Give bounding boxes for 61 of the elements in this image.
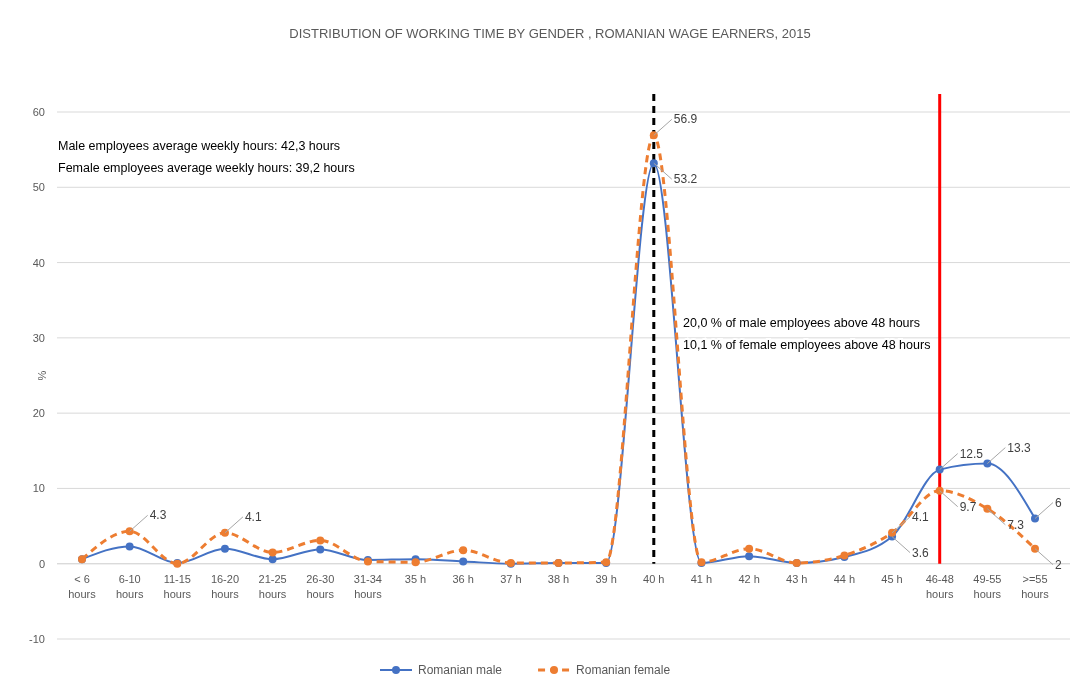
chart-title: DISTRIBUTION OF WORKING TIME BY GENDER , ROMANIAN WAGE EARNERS, 2015 xyxy=(289,26,811,41)
y-tick-label: 50 xyxy=(32,181,45,194)
data-label: 13.3 xyxy=(1007,440,1032,455)
y-tick-label: 30 xyxy=(32,331,45,344)
x-tick-label: 46-48 hours xyxy=(925,572,954,600)
point xyxy=(983,459,992,468)
point xyxy=(316,545,325,554)
point xyxy=(125,542,134,551)
point xyxy=(745,552,754,561)
legend-label: Romanian female xyxy=(576,663,671,677)
annotation: Male employees average weekly hours: 42,3 hours xyxy=(58,139,341,153)
y-axis-title: % xyxy=(36,370,48,381)
point xyxy=(268,555,277,564)
annotation: Female employees average weekly hours: 39,2 hours xyxy=(58,161,355,175)
x-tick-label: 42 h xyxy=(738,572,760,585)
x-tick-label: 31-34 hours xyxy=(353,572,383,600)
x-tick-label: 37 h xyxy=(500,572,522,585)
data-label: 56.9 xyxy=(673,112,698,127)
x-tick-label: 6-10 hours xyxy=(115,572,144,600)
data-label: 7.3 xyxy=(1007,517,1025,532)
annotation: 20,0 % of male employees above 48 hours xyxy=(683,316,920,330)
x-tick-label: 36 h xyxy=(452,572,474,585)
point xyxy=(459,546,468,555)
data-label: 6 xyxy=(1055,495,1062,510)
y-tick-label: 10 xyxy=(32,482,45,495)
data-label: 4.1 xyxy=(244,509,262,524)
data-label: 53.2 xyxy=(673,172,698,187)
data-label: 9.7 xyxy=(959,499,977,514)
x-tick-label: 16-20 hours xyxy=(210,572,240,600)
y-tick-label: 60 xyxy=(32,106,45,119)
point xyxy=(268,548,277,557)
data-label: 4.3 xyxy=(149,508,167,523)
data-label: 3.6 xyxy=(912,545,930,560)
data-label: 4.1 xyxy=(912,509,930,524)
x-tick-label: >=55 hours xyxy=(1021,572,1050,600)
data-label: 12.5 xyxy=(959,446,984,461)
x-tick-label: 40 h xyxy=(643,572,665,585)
x-tick-label: < 6 hours xyxy=(68,572,97,600)
x-tick-label: 35 h xyxy=(404,572,427,585)
y-tick-label: 20 xyxy=(32,407,45,420)
y-tick-label: -10 xyxy=(29,633,45,646)
point xyxy=(745,544,754,553)
y-tick-label: 40 xyxy=(32,256,45,269)
x-tick-label: 43 h xyxy=(786,572,808,585)
x-tick-label: 11-15 hours xyxy=(163,572,192,600)
data-label: 2 xyxy=(1055,557,1062,572)
point xyxy=(459,557,468,566)
legend-label: Romanian male xyxy=(418,663,503,677)
y-tick-label: 0 xyxy=(38,557,45,570)
x-tick-label: 44 h xyxy=(833,572,856,585)
x-tick-label: 21-25 hours xyxy=(258,572,287,600)
point xyxy=(316,536,325,545)
annotation: 10,1 % of female employees above 48 hours xyxy=(683,338,931,352)
x-tick-label: 41 h xyxy=(690,572,713,585)
x-tick-label: 49-55 hours xyxy=(973,572,1002,600)
point xyxy=(220,528,229,537)
x-tick-label: 39 h xyxy=(595,572,617,585)
point xyxy=(220,544,229,553)
x-tick-label: 38 h xyxy=(547,572,570,585)
x-tick-label: 45 h xyxy=(881,572,903,585)
x-tick-label: 26-30 hours xyxy=(306,572,335,600)
